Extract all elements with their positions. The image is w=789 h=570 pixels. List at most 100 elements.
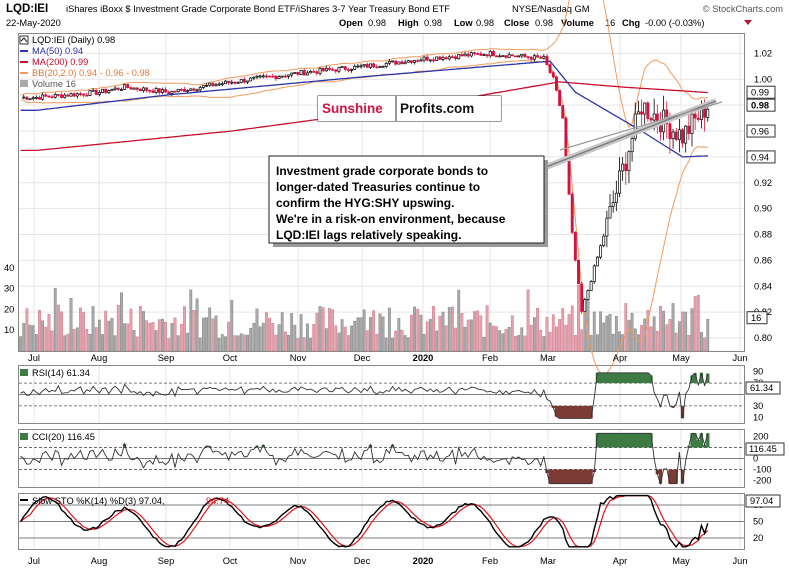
volume-bar [38,309,41,352]
candle-body [293,72,297,74]
candle-body [129,87,133,90]
volume-bar [570,305,574,352]
volume-bar [227,321,231,352]
rsi-line [20,372,709,419]
candle-body [674,131,678,140]
candle-body [438,56,442,60]
candle-body [104,88,108,93]
volume-bar [422,333,426,352]
candle-body [630,138,634,153]
candle-body [517,55,521,58]
volume-bar [435,330,439,352]
volume-bar [700,332,703,352]
candle-body [485,54,489,57]
candle-body [570,193,574,233]
candle-body [636,111,640,115]
header-chg-value: -0.00 (-0.03%) [645,18,704,28]
volume-bar [179,323,183,352]
volume-bars [19,285,710,352]
volume-bar [482,336,486,352]
x-tick-label: Jul [28,353,40,363]
volume-bar [507,327,511,352]
volume-bar [359,317,363,352]
volume-bar [362,309,366,352]
price-tick-label: 0.84 [754,281,772,291]
volume-bar [318,306,322,352]
candle-body [501,55,505,57]
volume-bar [25,308,29,352]
candle-body [479,53,483,56]
volume-tick-label: 20 [4,304,14,314]
candle-body [558,89,562,106]
candle-body [328,67,331,70]
volume-bar [573,335,577,352]
volume-bar [687,335,691,352]
volume-bar [558,319,561,352]
price-candles [22,49,710,314]
candle-body [583,299,587,312]
legend: LQD:IEI (Daily) 0.98 MA(50) 0.94 MA(200)… [19,35,150,89]
header-close-value: 0.98 [535,18,553,28]
volume-bar [677,321,681,352]
volume-bar [328,308,331,352]
volume-bar [492,325,495,352]
cci-tick-label: 0 [753,454,758,464]
volume-bar [57,304,60,352]
candle-body [271,75,275,78]
volume-bar [154,330,158,352]
volume-bar [400,329,404,352]
price-tick-label: 1.02 [754,48,772,58]
volume-bar [202,317,205,352]
candle-body [441,57,445,60]
volume-bar [91,306,95,352]
candle-body [353,65,357,70]
candle-body [677,129,681,140]
volume-bar [340,319,344,352]
volume-bar [321,307,325,352]
volume-bar [107,320,111,352]
x-tick-label: Apr [613,353,627,363]
x-tick-label: Nov [290,556,307,566]
candle-body [369,63,372,68]
volume-bar [567,314,571,352]
volume-bar [526,289,530,352]
price-badge [746,124,776,138]
legend-ma200: MA(200) 0.99 [32,57,88,67]
volume-bar [142,311,145,352]
candle-body [252,76,256,79]
volume-bar [217,337,221,352]
candle-body [132,87,136,90]
candle-body [397,61,401,65]
volume-bar [132,330,136,352]
sto-k-line [20,494,709,548]
volume-bar [577,285,580,352]
volume-bar [611,333,615,352]
candle-body [290,72,294,76]
volume-bar [539,330,543,352]
candle-body [157,88,161,93]
volume-bar [624,303,628,352]
logo-part1-bg [318,96,396,121]
candle-body [375,66,379,69]
sto-panel-frame [18,493,745,550]
candle-body [693,113,697,119]
sto-tick-label: 50 [753,517,763,527]
rsi-swatch [20,369,28,376]
candle-body [302,70,306,76]
candle-body [334,69,338,72]
candle-body [88,90,92,96]
volume-bar [372,310,376,352]
candle-body [138,89,142,92]
candle-body [261,75,265,78]
cci-panel-frame [18,429,745,488]
candle-body [201,85,205,88]
candle-body [523,54,527,57]
candle-body [208,82,212,86]
candle-body [195,89,199,92]
volume-bar [375,333,379,352]
x-tick-label: May [672,353,690,363]
x-tick-label: Jun [733,353,748,363]
candle-body [564,117,568,157]
candle-body [435,56,439,61]
volume-bar [19,336,22,352]
